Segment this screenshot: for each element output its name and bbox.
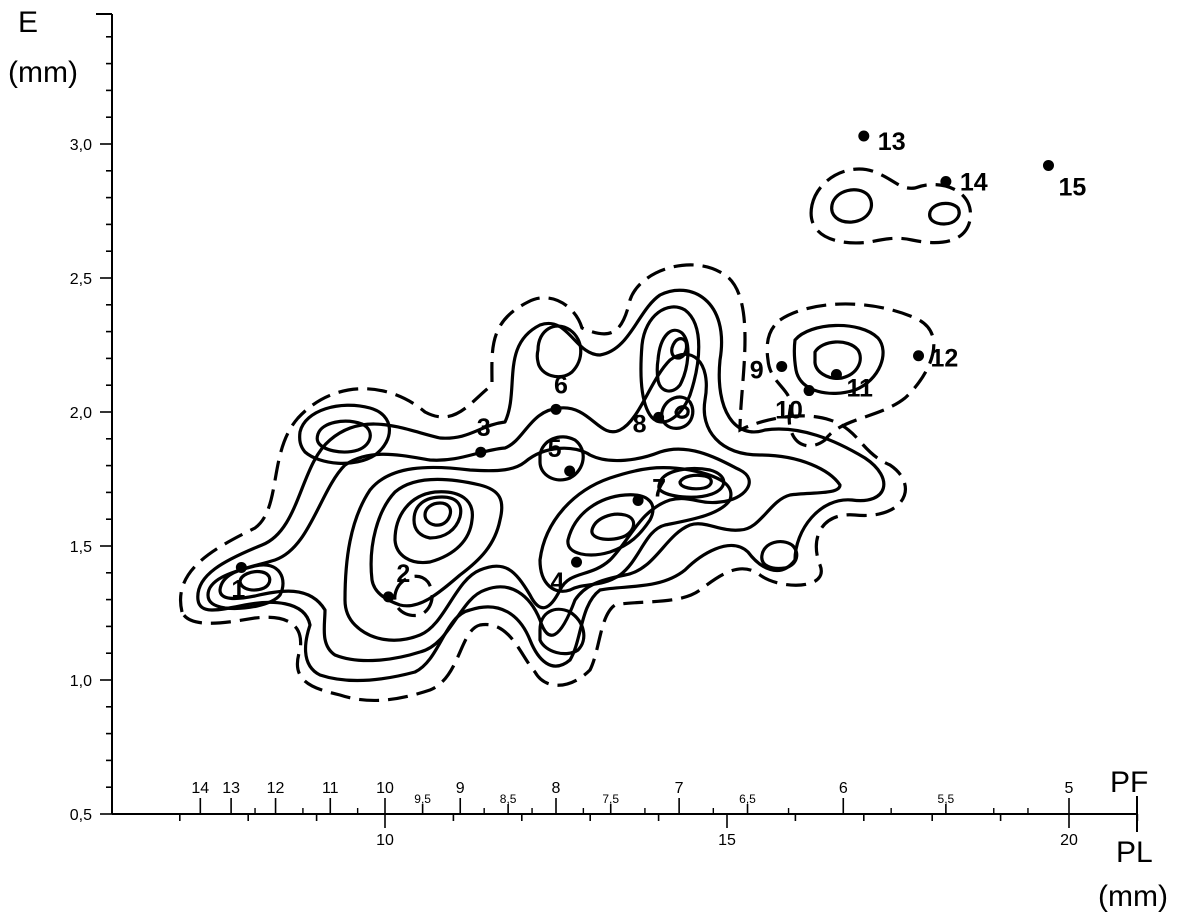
- pl-tick-label: 15: [718, 832, 736, 849]
- point-marker-12: [913, 350, 925, 362]
- x-ticks-pl: 10 15 20: [179, 814, 1139, 849]
- pf-tick-label: 11: [322, 780, 339, 797]
- contour-upper-left-2: [315, 419, 372, 454]
- contour-ring-1: [196, 288, 886, 683]
- contour-ring-4: [369, 477, 504, 608]
- y-tick-label: 1,5: [70, 539, 92, 556]
- point-label-7: 7: [652, 474, 666, 502]
- pf-tick-label: 7: [675, 780, 684, 797]
- y-axis-title-line2: (mm): [8, 56, 78, 89]
- pf-tick-label: 9: [456, 780, 465, 797]
- contour-left-ring-1: [206, 563, 285, 611]
- contour-central-3: [590, 512, 636, 541]
- y-tick-label: 0,5: [70, 807, 92, 824]
- contour-upper-mid-1: [535, 324, 583, 379]
- y-tick-label: 2,0: [70, 405, 92, 422]
- contour-left-ring-2: [238, 569, 272, 592]
- point-label-15: 15: [1058, 173, 1086, 201]
- point-label-12: 12: [931, 345, 959, 373]
- point-marker-1: [235, 561, 247, 573]
- contour-blob-2-dashed: [393, 574, 434, 618]
- pf-tick-label: 6,5: [739, 792, 756, 806]
- point-label-9: 9: [750, 356, 764, 384]
- point-marker-3: [475, 446, 487, 458]
- contour-blob-5: [538, 435, 585, 482]
- x-axis-title-line1: PL: [1116, 836, 1153, 869]
- pf-tick-label: 5: [1065, 780, 1074, 797]
- point-marker-9: [776, 360, 788, 372]
- y-tick-label: 3,0: [70, 137, 92, 154]
- point-marker-7: [632, 494, 644, 506]
- pf-tick-label: 7,5: [602, 792, 619, 806]
- contour-central-5: [678, 473, 713, 491]
- point-marker-15: [1042, 159, 1054, 171]
- point-marker-10: [803, 385, 815, 397]
- contour-ring-3: [343, 446, 751, 642]
- pf-tick-label: 9,5: [414, 792, 431, 806]
- pf-tick-label: 13: [222, 780, 240, 797]
- point-label-8: 8: [633, 410, 647, 438]
- pf-tick-label: 8: [552, 780, 561, 797]
- point-marker-13: [858, 130, 870, 142]
- y-tick-label: 2,5: [70, 271, 92, 288]
- pl-tick-label: 20: [1060, 832, 1078, 849]
- contour-central-4: [657, 466, 726, 499]
- point-marker-5: [564, 465, 576, 477]
- point-marker-11: [830, 368, 842, 380]
- pf-tick-label: 8,5: [500, 792, 517, 806]
- outer-contour-main: [178, 263, 907, 703]
- point-label-5: 5: [548, 435, 562, 463]
- pf-tick-label: 12: [267, 780, 285, 797]
- point-label-14: 14: [960, 169, 988, 197]
- point-label-3: 3: [477, 414, 491, 442]
- point-marker-2: [382, 591, 394, 603]
- pf-tick-label: 14: [191, 780, 209, 797]
- point-label-13: 13: [878, 128, 906, 156]
- contour-central-2: [566, 493, 655, 557]
- contour-right-2: [813, 340, 862, 380]
- y-ticks: 0,5 1,0 1,5 2,0 2,5 3,0: [70, 35, 112, 824]
- contour-top-right-1: [830, 188, 874, 224]
- point-marker-8: [653, 411, 665, 423]
- contour-ring-6: [412, 495, 463, 540]
- pl-tick-label: 10: [376, 832, 394, 849]
- contour-ring-2: [218, 352, 842, 663]
- density-contours: [178, 167, 972, 703]
- contour-upper-mid-6: [674, 405, 690, 419]
- contour-upper-mid-5: [660, 395, 695, 430]
- contour-lower-right: [760, 540, 799, 571]
- y-axis-title-line1: E: [18, 6, 38, 39]
- x-ticks-pf: 14 13 12 11 10 9,5 9 8,5 8 7,5 7 6,5 6 5,5 5: [191, 780, 1074, 814]
- point-label-1: 1: [231, 575, 245, 603]
- contour-upper-mid-3: [655, 328, 690, 393]
- contour-right-1: [792, 323, 885, 395]
- contour-ring-5: [393, 490, 474, 565]
- x-axis-title-line2: (mm): [1098, 880, 1168, 913]
- axes: [96, 13, 1138, 832]
- contour-central-1: [538, 466, 733, 593]
- outer-contour-right: [765, 302, 936, 448]
- point-marker-6: [550, 403, 562, 415]
- point-label-10: 10: [775, 397, 803, 425]
- point-label-4: 4: [551, 568, 565, 596]
- pf-tick-label: 10: [376, 780, 394, 797]
- point-label-2: 2: [396, 560, 410, 588]
- contour-top-right-2: [928, 201, 961, 226]
- pf-tick-label: 5,5: [938, 792, 955, 806]
- point-marker-4: [571, 556, 583, 568]
- contour-upper-mid-4: [670, 337, 689, 360]
- point-label-11: 11: [846, 374, 873, 402]
- point-label-6: 6: [554, 371, 568, 399]
- contour-upper-left-1: [298, 403, 391, 465]
- point-marker-14: [940, 176, 952, 188]
- contour-blob-4-lower: [538, 607, 586, 656]
- y-tick-label: 1,0: [70, 673, 92, 690]
- pf-tick-label: 6: [839, 780, 848, 797]
- contour-ring-7: [423, 501, 453, 527]
- contour-upper-mid-2: [639, 305, 701, 424]
- pf-axis-title: PF: [1110, 766, 1148, 799]
